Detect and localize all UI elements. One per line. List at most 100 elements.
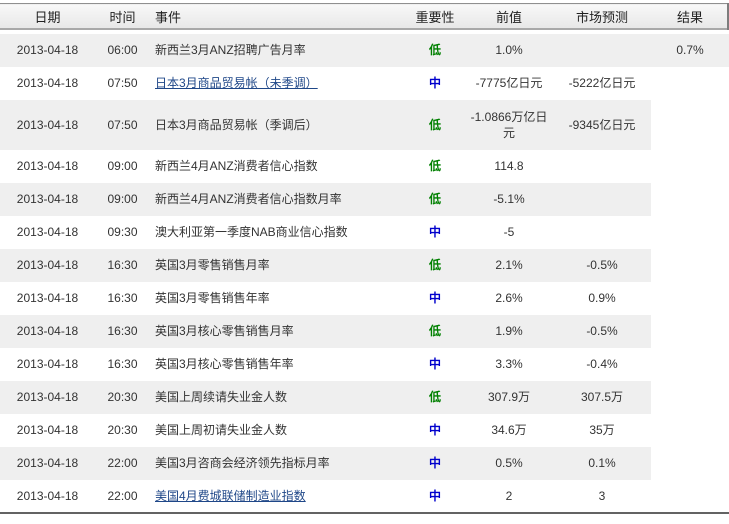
cell-forecast: -0.5% (553, 315, 651, 348)
cell-previous: 307.9万 (465, 381, 553, 414)
cell-previous: 114.8 (494, 159, 524, 174)
cell-result (651, 480, 729, 514)
cell-time: 20:30 (107, 423, 138, 438)
importance-badge: 中 (428, 423, 441, 438)
cell-forecast: 307.5万 (553, 381, 651, 414)
cell-event: 英国3月零售销售月率 (150, 249, 405, 282)
cell-event: 美国3月咨商会经济领先指标月率 (150, 447, 405, 480)
cell-event: 新西兰4月ANZ消费者信心指数月率 (150, 183, 405, 216)
cell-previous: -7775亿日元 (475, 76, 543, 91)
cell-importance: 中 (405, 447, 465, 480)
cell-importance: 中 (405, 480, 465, 514)
cell-result (651, 315, 729, 348)
cell-forecast: 0.1% (553, 447, 651, 480)
cell-event: 日本3月商品贸易帐（季调后） (150, 100, 405, 150)
cell-previous: 0.5% (465, 447, 553, 480)
cell-previous: -5 (503, 225, 515, 240)
cell-forecast (553, 216, 651, 249)
cell-previous: 2.1% (465, 249, 553, 282)
importance-badge: 低 (428, 117, 441, 132)
cell-date: 2013-04-18 (16, 76, 79, 91)
cell-date: 2013-04-18 (0, 249, 95, 282)
column-header-date: 日期 (0, 3, 95, 30)
column-header-previous: 前值 (465, 3, 553, 30)
importance-badge: 中 (428, 456, 441, 471)
cell-event: 日本3月商品贸易帐（未季调） (150, 67, 405, 100)
cell-date: 2013-04-18 (0, 447, 95, 480)
cell-event: 新西兰3月ANZ招聘广告月率 (150, 34, 405, 67)
table-row: 2013-04-18 09:00 新西兰4月ANZ消费者信心指数月率 低 -5.… (0, 183, 729, 216)
cell-previous: -1.0866万亿日元 (465, 100, 553, 150)
cell-date: 2013-04-18 (16, 357, 79, 372)
cell-event: 澳大利亚第一季度NAB商业信心指数 (155, 225, 348, 240)
event-link[interactable]: 日本3月商品贸易帐（未季调） (155, 76, 318, 91)
cell-previous: 2.6% (495, 291, 523, 306)
cell-forecast: 0.9% (588, 291, 616, 306)
cell-importance: 低 (405, 183, 465, 216)
table-row: 2013-04-18 22:00 美国3月咨商会经济领先指标月率 中 0.5% … (0, 447, 729, 480)
header-right-edge-border (727, 3, 729, 30)
cell-forecast: 3 (553, 480, 651, 514)
importance-badge: 低 (428, 192, 441, 207)
cell-importance: 低 (405, 34, 465, 67)
cell-event: 美国4月费城联储制造业指数 (150, 480, 405, 514)
cell-date: 2013-04-18 (0, 315, 95, 348)
cell-importance: 中 (405, 348, 465, 381)
event-link[interactable]: 美国4月费城联储制造业指数 (155, 488, 306, 503)
cell-forecast: -0.4% (586, 357, 618, 372)
cell-forecast: -9345亿日元 (553, 100, 651, 150)
importance-badge: 低 (428, 258, 441, 273)
cell-date: 2013-04-18 (16, 159, 79, 174)
cell-date: 2013-04-18 (0, 100, 95, 150)
cell-result (651, 282, 729, 315)
cell-importance: 低 (405, 381, 465, 414)
cell-date: 2013-04-18 (0, 34, 95, 67)
table-row: 2013-04-18 16:30 英国3月零售销售年率 中 2.6% 0.9% (0, 282, 729, 315)
cell-result (651, 150, 729, 183)
cell-date: 2013-04-18 (0, 183, 95, 216)
table-row: 2013-04-18 16:30 英国3月零售销售月率 低 2.1% -0.5% (0, 249, 729, 282)
cell-date: 2013-04-18 (16, 423, 79, 438)
cell-importance: 低 (405, 150, 465, 183)
cell-forecast (553, 150, 651, 183)
column-header-time: 时间 (95, 3, 150, 30)
cell-time: 07:50 (95, 100, 150, 150)
cell-time: 07:50 (107, 76, 138, 91)
table-row: 2013-04-18 16:30 英国3月核心零售销售月率 低 1.9% -0.… (0, 315, 729, 348)
column-header-event: 事件 (150, 3, 405, 30)
cell-previous: 1.9% (465, 315, 553, 348)
cell-importance: 低 (405, 315, 465, 348)
cell-previous: 2 (465, 480, 553, 514)
cell-time: 09:00 (107, 159, 138, 174)
cell-event: 新西兰4月ANZ消费者信心指数 (155, 159, 318, 174)
table-row: 2013-04-18 20:30 美国上周续请失业金人数 低 307.9万 30… (0, 381, 729, 414)
cell-time: 22:00 (95, 480, 150, 514)
cell-previous: -5.1% (465, 183, 553, 216)
cell-importance: 中 (405, 216, 465, 249)
importance-badge: 中 (428, 225, 441, 240)
table-row: 2013-04-18 07:50 日本3月商品贸易帐（未季调） 中 -7775亿… (0, 67, 729, 100)
cell-result (651, 249, 729, 282)
cell-importance: 低 (405, 100, 465, 150)
cell-time: 09:30 (107, 225, 138, 240)
importance-badge: 低 (428, 159, 441, 174)
cell-forecast: -5222亿日元 (568, 76, 636, 91)
table-row: 2013-04-18 22:00 美国4月费城联储制造业指数 中 2 3 (0, 480, 729, 514)
cell-result (651, 447, 729, 480)
cell-forecast: 35万 (589, 423, 615, 438)
cell-importance: 低 (405, 249, 465, 282)
cell-event: 英国3月核心零售销售月率 (150, 315, 405, 348)
cell-importance: 中 (405, 282, 465, 315)
cell-time: 16:30 (95, 249, 150, 282)
cell-importance: 中 (405, 67, 465, 100)
cell-result (651, 216, 729, 249)
cell-result (651, 183, 729, 216)
importance-badge: 中 (428, 291, 441, 306)
cell-previous: 3.3% (495, 357, 523, 372)
cell-event: 美国上周初请失业金人数 (155, 423, 288, 438)
table-row: 2013-04-18 20:30 美国上周初请失业金人数 中 34.6万 35万 (0, 414, 729, 447)
table-row: 2013-04-18 06:00 新西兰3月ANZ招聘广告月率 低 1.0% 0… (0, 34, 729, 67)
cell-result (651, 100, 729, 150)
cell-previous: 1.0% (465, 34, 553, 67)
